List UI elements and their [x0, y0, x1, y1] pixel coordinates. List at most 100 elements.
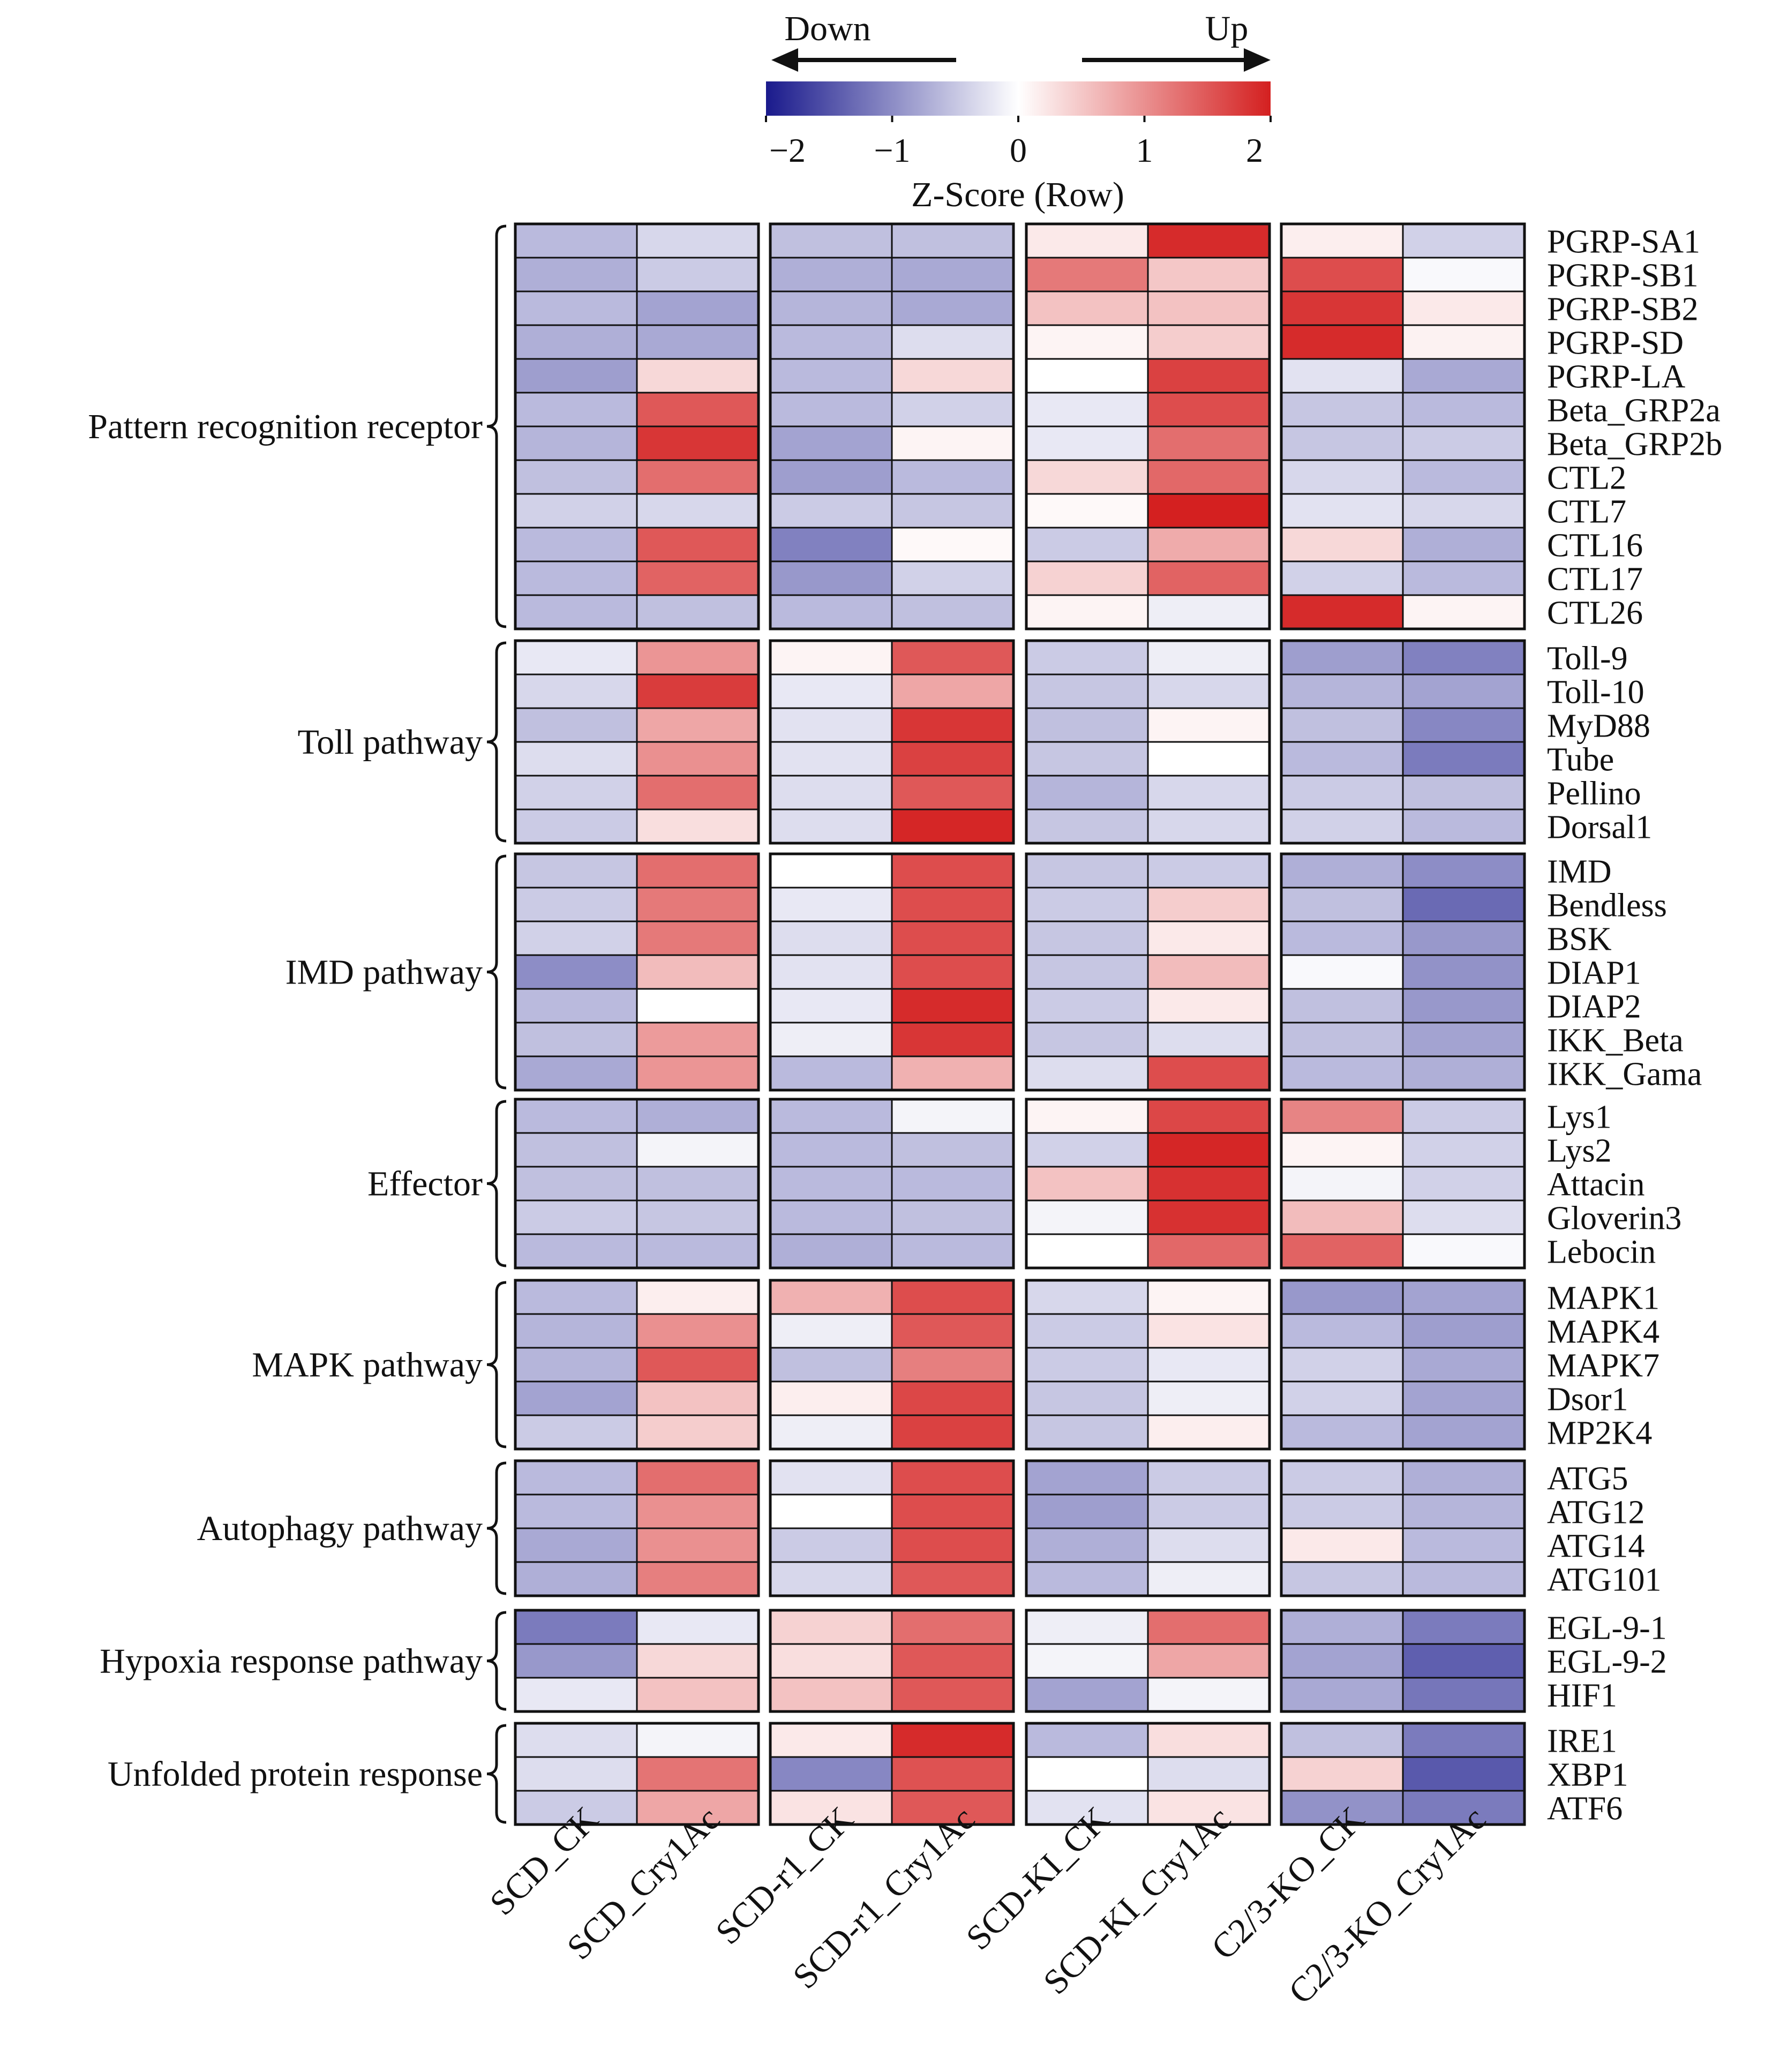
heatmap-cell [1280, 257, 1404, 292]
heatmap-cell [1025, 1609, 1149, 1645]
heatmap-cell [769, 1132, 893, 1168]
heatmap-cell [891, 1055, 1015, 1091]
heatmap-cell [1402, 223, 1526, 259]
heatmap-cell [1280, 1098, 1404, 1134]
heatmap-cell [1402, 707, 1526, 743]
heatmap-cell [769, 920, 893, 956]
heatmap-cell [891, 1279, 1015, 1315]
heatmap-cell [1025, 1022, 1149, 1057]
gene-label: Tube [1547, 742, 1614, 778]
gene-label: CTL7 [1547, 494, 1626, 530]
heatmap-cell [514, 1790, 638, 1826]
heatmap-cell [769, 493, 893, 529]
heatmap-cell [636, 223, 760, 259]
heatmap-cell [636, 1414, 760, 1450]
heatmap-cell [1402, 1561, 1526, 1597]
heatmap-cell [514, 853, 638, 889]
heatmap-cell [1025, 887, 1149, 922]
heatmap-cell [514, 392, 638, 427]
heatmap-cell [636, 527, 760, 562]
color-bar [766, 81, 1271, 116]
heatmap-cell [514, 1132, 638, 1168]
group-brace [486, 224, 507, 628]
heatmap-cell [1147, 1561, 1271, 1597]
gene-label: CTL2 [1547, 460, 1626, 497]
heatmap-cell [1280, 425, 1404, 461]
heatmap-cell [1147, 887, 1271, 922]
heatmap-cell [769, 1233, 893, 1269]
heatmap-cell [1025, 1756, 1149, 1792]
gene-label: XBP1 [1547, 1757, 1628, 1793]
gene-label: ATG12 [1547, 1495, 1645, 1531]
group-brace [486, 1611, 507, 1711]
heatmap-cell [769, 707, 893, 743]
group-brace [486, 641, 507, 843]
heatmap-cell [514, 1609, 638, 1645]
heatmap-cell [1025, 1166, 1149, 1202]
row-group-autophagy-pathway [514, 1459, 1526, 1597]
heatmap-cell [1280, 1414, 1404, 1450]
heatmap-cell [514, 1380, 638, 1416]
heatmap-grid [514, 222, 1526, 1826]
heatmap-cell [1147, 290, 1271, 326]
column-labels: SCD_CKSCD_Cry1AcSCD-r1_CKSCD-r1_Cry1AcSC… [483, 1799, 1494, 2011]
heatmap-cell [514, 290, 638, 326]
heatmap-cell [1147, 425, 1271, 461]
heatmap-cell [1402, 324, 1526, 360]
heatmap-cell [1402, 887, 1526, 922]
heatmap-cell [636, 808, 760, 844]
heatmap-cell [636, 1132, 760, 1168]
heatmap-cell [1147, 1460, 1271, 1496]
heatmap-cell [769, 290, 893, 326]
heatmap-cell [636, 1098, 760, 1134]
heatmap-cell [1280, 1756, 1404, 1792]
heatmap-cell [1402, 425, 1526, 461]
legend-title: Z-Score (Row) [911, 175, 1124, 214]
heatmap-cell [1402, 1313, 1526, 1349]
heatmap-cell [891, 1643, 1015, 1679]
heatmap-cell [1280, 594, 1404, 630]
heatmap-cell [1280, 1347, 1404, 1383]
heatmap-cell [1280, 1199, 1404, 1235]
heatmap-cell [769, 887, 893, 922]
heatmap-cell [1280, 1609, 1404, 1645]
gene-label: MP2K4 [1547, 1415, 1652, 1452]
heatmap-cell [1147, 257, 1271, 292]
heatmap-cell [1402, 775, 1526, 810]
heatmap-cell [769, 1166, 893, 1202]
heatmap-cell [891, 257, 1015, 292]
heatmap-cell [769, 560, 893, 596]
heatmap-cell [514, 988, 638, 1024]
heatmap-cell [1147, 1677, 1271, 1713]
heatmap-cell [1147, 920, 1271, 956]
heatmap-cell [1147, 707, 1271, 743]
gene-label: MAPK4 [1547, 1314, 1659, 1350]
heatmap-cell [1402, 1279, 1526, 1315]
heatmap-cell [1280, 1643, 1404, 1679]
block-border [1280, 1609, 1526, 1713]
heatmap-cell [1025, 223, 1149, 259]
heatmap-cell [514, 640, 638, 675]
heatmap-cell [891, 392, 1015, 427]
heatmap-cell [1402, 1166, 1526, 1202]
heatmap-cell [891, 1527, 1015, 1563]
gene-label: Beta_GRP2b [1547, 426, 1722, 463]
heatmap-cell [1280, 459, 1404, 495]
heatmap-cell [636, 887, 760, 922]
heatmap-cell [891, 853, 1015, 889]
heatmap-cell [514, 707, 638, 743]
gene-label: Toll-10 [1547, 674, 1644, 711]
heatmap-cell [1025, 920, 1149, 956]
heatmap-cell [1147, 775, 1271, 810]
heatmap-cell [769, 808, 893, 844]
gene-label: EGL-9-1 [1547, 1610, 1667, 1647]
heatmap-cell [1025, 392, 1149, 427]
heatmap-cell [1147, 1313, 1271, 1349]
heatmap-cell [636, 358, 760, 394]
heatmap-cell [514, 1527, 638, 1563]
heatmap-cell [1402, 392, 1526, 427]
heatmap-cell [636, 775, 760, 810]
gene-label: MAPK1 [1547, 1280, 1659, 1317]
group-brace [486, 1100, 507, 1267]
